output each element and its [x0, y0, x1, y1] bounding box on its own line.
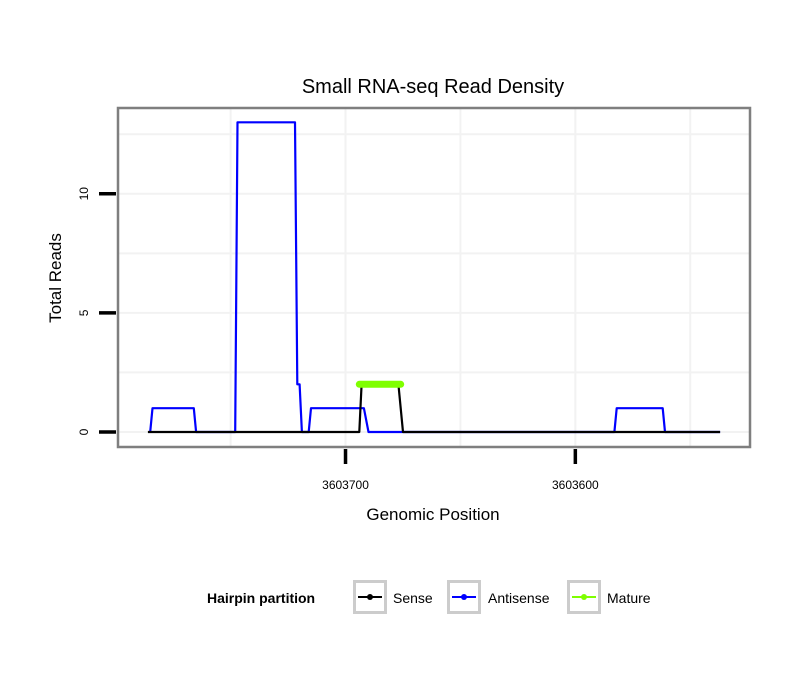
grid-lines — [118, 108, 750, 447]
y-tick-label: 0 — [77, 428, 91, 435]
x-tick-label: 3603700 — [322, 478, 369, 492]
y-axis-label: Total Reads — [46, 233, 65, 323]
legend-label-antisense: Antisense — [488, 590, 550, 606]
x-axis-label: Genomic Position — [366, 505, 499, 524]
legend-key-point — [581, 594, 587, 600]
x-tick-label: 3603600 — [552, 478, 599, 492]
chart-title: Small RNA-seq Read Density — [302, 76, 564, 98]
legend: Hairpin partition Sense Antisense Mature — [207, 580, 651, 614]
plot-background — [118, 108, 750, 447]
plot-panel-border — [116, 106, 752, 449]
legend-key-point — [367, 594, 373, 600]
legend-title: Hairpin partition — [207, 590, 315, 606]
y-tick-label: 10 — [77, 187, 91, 201]
legend-label-mature: Mature — [607, 590, 651, 606]
legend-label-sense: Sense — [393, 590, 433, 606]
axes: 3603700 3603600 0 5 10 — [77, 187, 599, 492]
legend-key-point — [461, 594, 467, 600]
y-tick-label: 5 — [77, 309, 91, 316]
series-lines — [147, 121, 721, 434]
